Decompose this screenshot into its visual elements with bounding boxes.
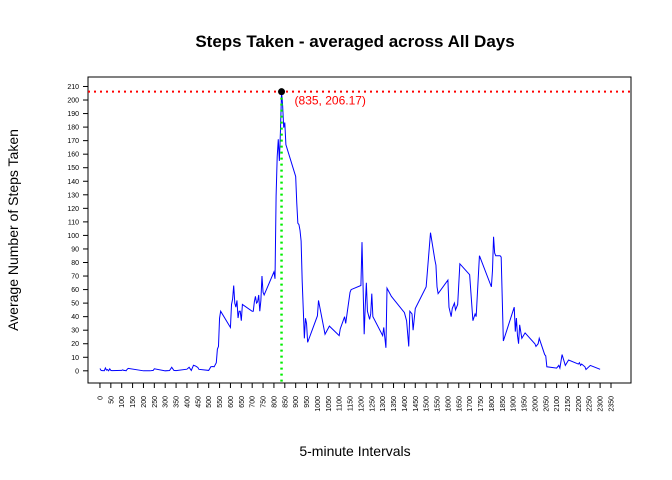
x-tick-label: 750 bbox=[261, 396, 268, 408]
x-tick-label: 350 bbox=[174, 396, 181, 408]
y-tick-label: 60 bbox=[71, 287, 79, 294]
data-line bbox=[99, 91, 601, 372]
x-tick-label: 400 bbox=[184, 396, 191, 408]
x-tick-label: 2200 bbox=[576, 396, 583, 412]
x-tick-label: 2050 bbox=[543, 396, 550, 412]
max-point bbox=[278, 88, 286, 96]
max-annotation: (835, 206.17) bbox=[295, 94, 366, 108]
x-tick-label: 2000 bbox=[532, 396, 539, 412]
plot-frame bbox=[87, 76, 632, 384]
x-tick-label: 1250 bbox=[369, 396, 376, 412]
x-tick-label: 1000 bbox=[315, 396, 322, 412]
x-tick-label: 1100 bbox=[337, 396, 344, 411]
x-tick-label: 2350 bbox=[608, 396, 615, 412]
x-tick-label: 200 bbox=[141, 396, 148, 408]
x-tick-label: 650 bbox=[239, 396, 246, 408]
x-tick-label: 150 bbox=[130, 396, 137, 408]
y-tick-label: 130 bbox=[67, 192, 79, 199]
y-tick-label: 100 bbox=[67, 233, 79, 240]
x-tick-label: 1750 bbox=[478, 396, 485, 412]
chart-title: Steps Taken - averaged across All Days bbox=[195, 32, 514, 51]
y-tick-label: 140 bbox=[67, 179, 79, 186]
x-tick-label: 550 bbox=[217, 396, 224, 408]
y-tick-label: 110 bbox=[68, 219, 79, 226]
x-tick-label: 1700 bbox=[467, 396, 474, 412]
y-tick-label: 180 bbox=[67, 125, 79, 132]
x-tick-label: 2250 bbox=[587, 396, 594, 412]
x-tick-label: 2100 bbox=[554, 396, 561, 412]
x-tick-label: 1300 bbox=[380, 396, 387, 412]
x-tick-label: 450 bbox=[195, 396, 202, 408]
y-tick-label: 80 bbox=[71, 260, 79, 267]
x-tick-label: 1650 bbox=[456, 396, 463, 412]
y-tick-label: 170 bbox=[67, 138, 79, 145]
y-tick-label: 40 bbox=[71, 314, 79, 321]
y-tick-label: 190 bbox=[67, 111, 79, 118]
y-tick-label: 120 bbox=[67, 206, 79, 213]
x-tick-label: 1450 bbox=[413, 396, 420, 412]
x-tick-label: 250 bbox=[152, 396, 159, 408]
x-tick-label: 850 bbox=[282, 396, 289, 408]
x-tick-label: 1500 bbox=[424, 396, 431, 412]
x-axis-label: 5-minute Intervals bbox=[299, 443, 410, 459]
x-tick-label: 1200 bbox=[358, 396, 365, 412]
x-tick-label: 600 bbox=[228, 396, 235, 408]
y-tick-label: 70 bbox=[71, 274, 79, 281]
x-tick-label: 900 bbox=[293, 396, 300, 408]
x-tick-label: 1550 bbox=[435, 396, 442, 412]
x-tick-label: 1350 bbox=[391, 396, 398, 412]
y-tick-label: 210 bbox=[67, 84, 79, 91]
x-tick-label: 300 bbox=[163, 396, 170, 408]
y-tick-label: 30 bbox=[71, 328, 79, 335]
x-tick-label: 50 bbox=[108, 396, 115, 404]
x-tick-label: 100 bbox=[119, 396, 126, 408]
x-tick-label: 500 bbox=[206, 396, 213, 408]
x-tick-label: 1900 bbox=[511, 396, 518, 412]
y-tick-label: 200 bbox=[67, 98, 79, 105]
x-tick-label: 0 bbox=[97, 396, 104, 400]
x-tick-label: 1600 bbox=[445, 396, 452, 412]
x-tick-label: 2150 bbox=[565, 396, 572, 412]
y-tick-label: 10 bbox=[71, 355, 79, 362]
y-tick-label: 20 bbox=[71, 341, 79, 348]
x-tick-label: 1050 bbox=[326, 396, 333, 412]
x-tick-label: 1800 bbox=[489, 396, 496, 412]
x-tick-label: 1850 bbox=[500, 396, 507, 412]
x-tick-label: 700 bbox=[250, 396, 257, 408]
y-axis-label: Average Number of Steps Taken bbox=[5, 129, 21, 331]
y-tick-label: 0 bbox=[75, 368, 79, 375]
x-tick-label: 950 bbox=[304, 396, 311, 408]
x-tick-label: 2300 bbox=[598, 396, 605, 412]
y-tick-label: 160 bbox=[67, 152, 79, 159]
y-tick-label: 150 bbox=[67, 165, 79, 172]
x-tick-label: 800 bbox=[271, 396, 278, 408]
x-tick-label: 1400 bbox=[402, 396, 409, 412]
y-tick-label: 50 bbox=[71, 301, 79, 308]
x-tick-label: 1150 bbox=[348, 396, 355, 411]
x-tick-label: 1950 bbox=[522, 396, 529, 412]
y-tick-label: 90 bbox=[71, 246, 79, 253]
